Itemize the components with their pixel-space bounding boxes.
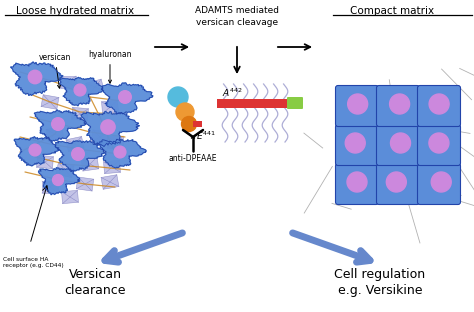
Polygon shape (14, 137, 59, 166)
Polygon shape (62, 190, 79, 204)
Text: Loose hydrated matrix: Loose hydrated matrix (16, 6, 134, 16)
FancyBboxPatch shape (336, 163, 379, 204)
FancyBboxPatch shape (193, 121, 202, 127)
Polygon shape (60, 76, 76, 88)
Polygon shape (55, 141, 105, 171)
Polygon shape (56, 163, 74, 178)
Circle shape (390, 94, 410, 114)
Circle shape (176, 103, 194, 121)
FancyBboxPatch shape (218, 99, 291, 108)
Circle shape (53, 174, 64, 185)
Polygon shape (36, 155, 54, 169)
FancyBboxPatch shape (418, 124, 461, 165)
Circle shape (52, 118, 64, 130)
Circle shape (114, 146, 126, 158)
Polygon shape (66, 136, 84, 152)
Circle shape (347, 94, 368, 114)
Text: Cell regulation
e.g. Versikine: Cell regulation e.g. Versikine (335, 268, 426, 297)
Polygon shape (46, 127, 64, 141)
Polygon shape (10, 62, 63, 95)
FancyBboxPatch shape (418, 163, 461, 204)
Text: Compact matrix: Compact matrix (350, 6, 434, 16)
Polygon shape (38, 168, 80, 195)
Polygon shape (107, 136, 123, 148)
Circle shape (101, 120, 115, 134)
Circle shape (345, 133, 365, 153)
Polygon shape (101, 175, 119, 189)
Circle shape (182, 116, 197, 131)
FancyBboxPatch shape (418, 85, 461, 126)
Text: $E^{441}$: $E^{441}$ (196, 130, 216, 142)
Polygon shape (101, 83, 153, 114)
Text: $A^{442}$: $A^{442}$ (222, 87, 243, 99)
Circle shape (118, 91, 131, 103)
Polygon shape (103, 160, 120, 174)
Polygon shape (101, 100, 118, 114)
Polygon shape (76, 177, 94, 191)
Circle shape (72, 148, 84, 160)
Text: ADAMTS mediated
versican cleavage: ADAMTS mediated versican cleavage (195, 6, 279, 27)
Polygon shape (81, 111, 139, 147)
FancyBboxPatch shape (287, 97, 303, 109)
Polygon shape (86, 79, 104, 95)
Circle shape (391, 133, 410, 153)
Text: versican: versican (39, 53, 71, 88)
Polygon shape (72, 107, 89, 121)
Circle shape (28, 70, 42, 84)
Circle shape (74, 84, 86, 96)
FancyBboxPatch shape (336, 85, 379, 126)
Polygon shape (34, 110, 85, 141)
FancyBboxPatch shape (376, 163, 419, 204)
Circle shape (386, 172, 406, 192)
Polygon shape (98, 139, 146, 168)
Text: hyaluronan: hyaluronan (88, 50, 132, 83)
Circle shape (429, 133, 449, 153)
Circle shape (29, 144, 41, 156)
FancyBboxPatch shape (376, 85, 419, 126)
Text: Cell surface HA
receptor (e.g. CD44): Cell surface HA receptor (e.g. CD44) (3, 257, 64, 268)
Text: anti-DPEAAE: anti-DPEAAE (169, 154, 217, 163)
Circle shape (429, 94, 449, 114)
Polygon shape (91, 130, 109, 144)
Circle shape (168, 87, 188, 107)
Polygon shape (81, 157, 99, 171)
Polygon shape (41, 95, 59, 109)
Polygon shape (59, 77, 103, 106)
Polygon shape (42, 181, 58, 193)
FancyBboxPatch shape (376, 124, 419, 165)
Text: Versican
clearance: Versican clearance (64, 268, 126, 297)
FancyBboxPatch shape (336, 124, 379, 165)
Circle shape (431, 172, 451, 192)
Circle shape (347, 172, 367, 192)
